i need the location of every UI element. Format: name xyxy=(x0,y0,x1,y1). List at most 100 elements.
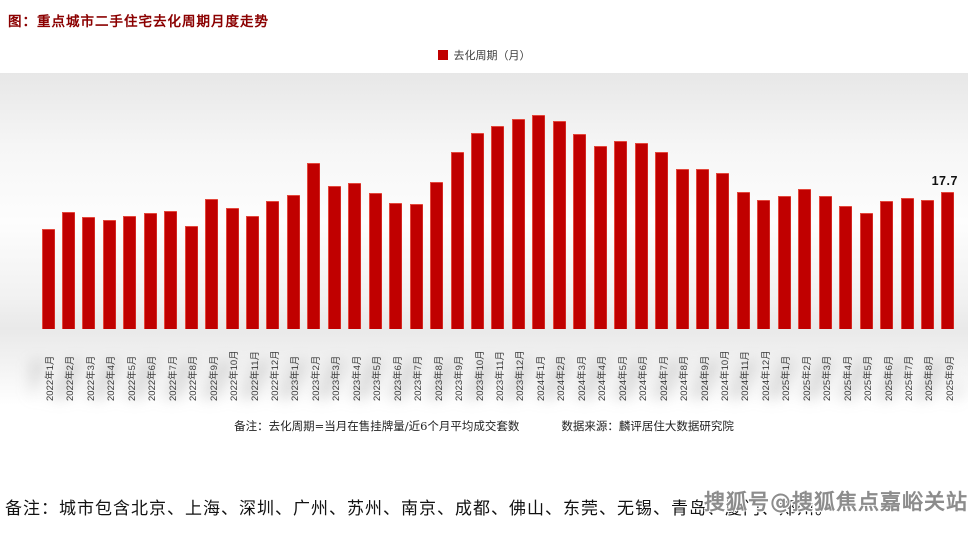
x-axis-label: 2024年7月 xyxy=(658,355,670,401)
x-axis-label: 2022年7月 xyxy=(167,355,179,401)
x-axis-label: 2024年5月 xyxy=(617,355,629,401)
bar xyxy=(266,201,280,329)
bar-column: 2025年8月 xyxy=(917,73,937,405)
footer-note-row: 备注：城市包含北京、上海、深圳、广州、苏州、南京、成都、佛山、东莞、无锡、青岛、… xyxy=(0,490,968,519)
bar xyxy=(164,211,178,329)
bar xyxy=(143,213,157,329)
bar-column: 2023年8月 xyxy=(427,73,447,405)
x-axis-label: 2023年5月 xyxy=(372,355,384,401)
x-axis-label: 2023年10月 xyxy=(474,350,486,401)
x-axis-label: 2024年1月 xyxy=(535,355,547,401)
bar-column: 2023年6月 xyxy=(386,73,406,405)
bar-column: 2024年4月 xyxy=(590,73,610,405)
chart-legend: 去化周期（月） xyxy=(0,47,968,63)
bar: 17.7 xyxy=(932,174,957,329)
x-axis-label: 2023年12月 xyxy=(515,350,527,401)
bar-column: 2023年7月 xyxy=(406,73,426,405)
bar xyxy=(102,220,116,329)
bar xyxy=(634,142,648,329)
bar-column: 2025年4月 xyxy=(836,73,856,405)
bar-column: 2023年10月 xyxy=(468,73,488,405)
footer-note: 备注：城市包含北京、上海、深圳、广州、苏州、南京、成都、佛山、东莞、无锡、青岛、… xyxy=(5,499,833,519)
bar-column: 2022年9月 xyxy=(202,73,222,405)
x-axis-label: 2024年9月 xyxy=(699,355,711,401)
formula-note: 备注：去化周期=当月在售挂牌量/近6个月平均成交套数 xyxy=(234,419,520,433)
bar xyxy=(859,213,873,329)
bar xyxy=(920,200,934,329)
bar xyxy=(798,189,812,329)
bar-column: 2022年3月 xyxy=(79,73,99,405)
bar xyxy=(777,195,791,329)
x-axis-label: 2025年3月 xyxy=(822,355,834,401)
x-axis-label: 2024年10月 xyxy=(719,350,731,401)
bar xyxy=(327,185,341,329)
source-note: 数据来源：麟评居住大数据研究院 xyxy=(561,419,734,433)
bar-column: 2025年5月 xyxy=(856,73,876,405)
bar-column: 2025年2月 xyxy=(795,73,815,405)
bar-column: 2024年8月 xyxy=(672,73,692,405)
bar-column: 2025年7月 xyxy=(897,73,917,405)
x-axis-label: 2025年6月 xyxy=(883,355,895,401)
bar-column: 2023年9月 xyxy=(447,73,467,405)
bar xyxy=(573,134,587,329)
x-axis-label: 2022年9月 xyxy=(208,355,220,401)
x-axis-label: 2022年5月 xyxy=(126,355,138,401)
legend-swatch-icon xyxy=(437,50,448,60)
chart-title: 图：重点城市二手住宅去化周期月度走势 xyxy=(8,14,269,30)
bar xyxy=(368,193,382,329)
bar xyxy=(757,200,771,329)
x-axis-label: 2022年8月 xyxy=(188,355,200,401)
bar xyxy=(225,208,239,329)
bar xyxy=(818,196,832,329)
bar-chart-plot-area: 2022年1月 2022年2月 2022年3月 2022年4月 2022年5月 2022年… xyxy=(0,73,968,405)
bar xyxy=(41,228,55,329)
x-axis-label: 2022年3月 xyxy=(85,355,97,401)
bar xyxy=(900,197,914,329)
x-axis-label: 2023年9月 xyxy=(454,355,466,401)
bar-column: 2025年1月 xyxy=(774,73,794,405)
bar xyxy=(389,202,403,329)
x-axis-label: 2022年1月 xyxy=(45,355,56,401)
x-axis-label: 2022年4月 xyxy=(106,355,118,401)
x-axis-label: 2024年8月 xyxy=(679,355,691,401)
bar-column: 2022年10月 xyxy=(222,73,242,405)
legend-label: 去化周期（月） xyxy=(453,49,531,62)
x-axis-label: 2023年7月 xyxy=(413,355,425,401)
x-axis-label: 2025年5月 xyxy=(863,355,875,401)
bar-column: 2025年6月 xyxy=(877,73,897,405)
x-axis-label: 2025年4月 xyxy=(842,355,854,401)
bar xyxy=(123,215,137,329)
bar-column: 2024年5月 xyxy=(611,73,631,405)
bar xyxy=(675,169,689,329)
x-axis-label: 2023年8月 xyxy=(433,355,445,401)
x-axis-label: 2024年2月 xyxy=(556,355,568,401)
bar-column: 2023年4月 xyxy=(345,73,365,405)
bar-column: 2022年11月 xyxy=(243,73,263,405)
bar-column: 2022年2月 xyxy=(58,73,78,405)
bar-columns: 2022年1月 2022年2月 2022年3月 2022年4月 2022年5月 2022年… xyxy=(38,73,958,405)
x-axis-label: 2022年2月 xyxy=(65,355,77,401)
bar-column: 2022年8月 xyxy=(181,73,201,405)
bar-column: 2024年7月 xyxy=(652,73,672,405)
bar-column: 2024年9月 xyxy=(693,73,713,405)
bar xyxy=(61,211,75,329)
bar xyxy=(716,173,730,329)
x-axis-label: 2022年11月 xyxy=(249,351,261,401)
bar-column: 2024年11月 xyxy=(733,73,753,405)
x-axis-label: 2023年6月 xyxy=(392,355,404,401)
x-axis-label: 2025年2月 xyxy=(801,355,813,401)
x-axis-label: 2025年8月 xyxy=(924,355,936,401)
x-axis-label: 2022年10月 xyxy=(229,350,241,401)
bar xyxy=(286,194,300,329)
bar-column: 2024年6月 xyxy=(631,73,651,405)
x-axis-label: 2022年6月 xyxy=(147,355,159,401)
bar xyxy=(696,169,709,329)
bar-column: 2022年12月 xyxy=(263,73,283,405)
bar xyxy=(839,206,853,329)
bar-column: 2024年10月 xyxy=(713,73,733,405)
bar xyxy=(307,163,321,329)
bar-column: 2024年2月 xyxy=(549,73,569,405)
bar xyxy=(246,215,260,329)
article-page: 图：重点城市二手住宅去化周期月度走势 去化周期（月） 2022年1月 2022年2… xyxy=(0,10,968,537)
bar-column: 2022年7月 xyxy=(161,73,181,405)
